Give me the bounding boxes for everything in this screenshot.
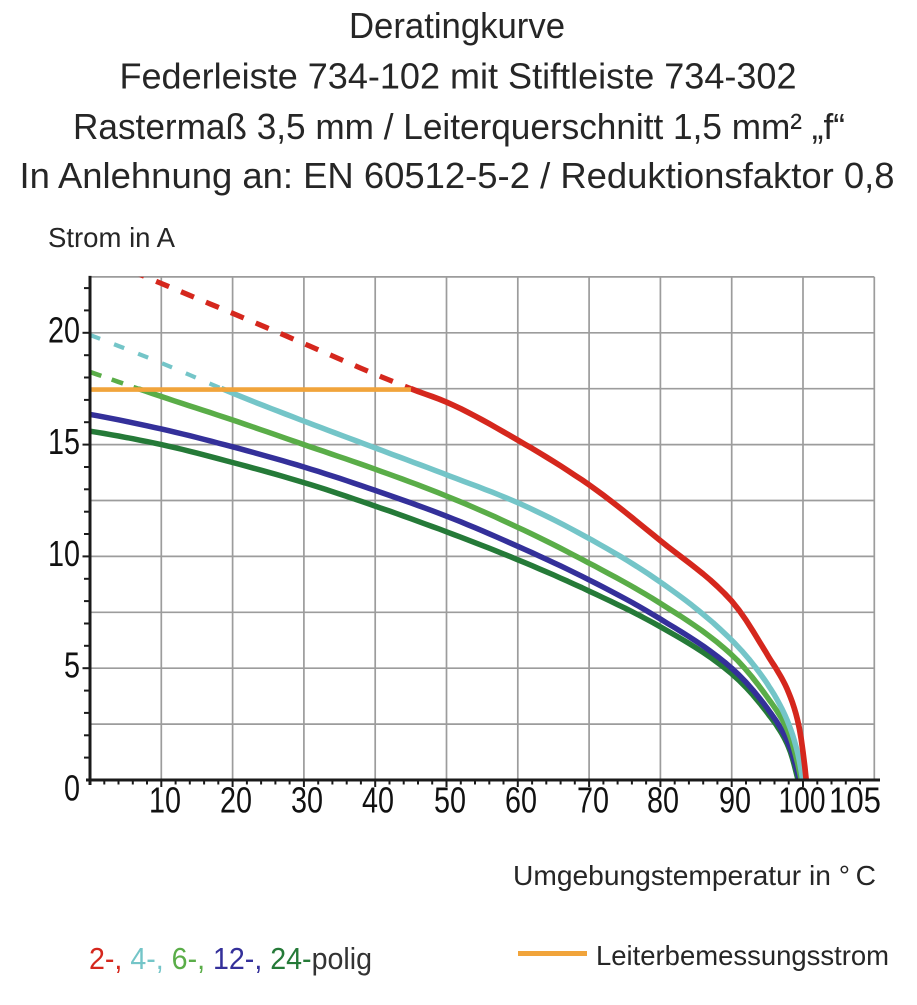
svg-text:2-, 4-, 6-, 12-, 24-polig: 2-, 4-, 6-, 12-, 24-polig <box>89 941 372 976</box>
svg-text:Federleiste 734-102 mit Stiftl: Federleiste 734-102 mit Stiftleiste 734-… <box>120 56 797 97</box>
svg-text:40: 40 <box>362 780 394 821</box>
svg-text:Umgebungstemperatur in ° C: Umgebungstemperatur in ° C <box>513 860 876 891</box>
svg-text:Deratingkurve: Deratingkurve <box>349 5 565 46</box>
svg-text:0: 0 <box>64 768 80 809</box>
svg-text:105: 105 <box>829 780 881 821</box>
svg-text:70: 70 <box>577 780 609 821</box>
svg-text:Strom in A: Strom in A <box>48 222 175 253</box>
svg-text:5: 5 <box>64 645 80 686</box>
svg-text:50: 50 <box>434 780 466 821</box>
svg-text:In Anlehnung an: EN 60512-5-2: In Anlehnung an: EN 60512-5-2 / Reduktio… <box>20 155 895 196</box>
svg-text:90: 90 <box>719 780 751 821</box>
svg-text:Leiterbemessungsstrom: Leiterbemessungsstrom <box>596 940 889 971</box>
svg-text:10: 10 <box>48 533 80 574</box>
svg-text:20: 20 <box>48 309 80 350</box>
svg-text:15: 15 <box>48 421 80 462</box>
svg-text:10: 10 <box>149 780 181 821</box>
svg-text:20: 20 <box>220 780 252 821</box>
svg-text:60: 60 <box>505 780 537 821</box>
svg-text:30: 30 <box>291 780 323 821</box>
svg-text:100: 100 <box>779 780 826 821</box>
svg-text:Rastermaß 3,5 mm / Leiterquers: Rastermaß 3,5 mm / Leiterquerschnitt 1,5… <box>73 106 845 147</box>
svg-text:80: 80 <box>647 780 679 821</box>
